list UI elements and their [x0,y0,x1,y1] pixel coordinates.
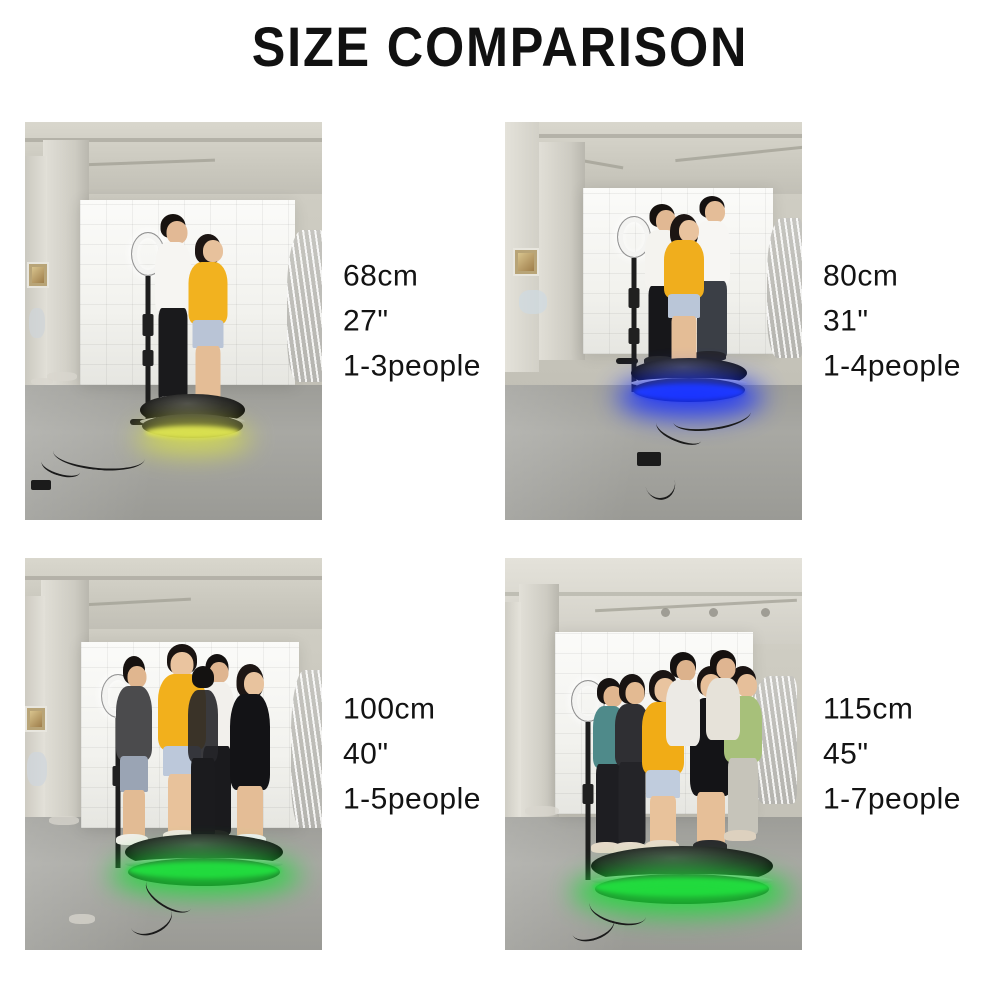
comparison-cell-80cm: 80cm 31" 1-4people [505,122,980,520]
person [663,652,703,772]
size-inch-label: 27" [343,304,389,338]
photo-100cm [25,558,322,950]
led-floor-glow [109,854,301,896]
capacity-label: 1-4people [823,349,961,383]
wall-pillar [519,584,559,836]
caption-80cm: 80cm 31" 1-4people [823,254,983,389]
person [611,674,653,864]
page-title: SIZE COMPARISON [251,15,749,78]
ceiling-beam [25,138,322,142]
ceiling-lamp [761,608,770,617]
person [186,234,230,416]
inflatable-side [767,218,802,358]
person [703,650,743,768]
size-cm-label: 80cm [823,259,899,293]
caption-115cm: 115cm 45" 1-7people [823,687,983,822]
floor-debris [69,914,95,924]
wall-poster [29,308,45,338]
size-inch-label: 45" [823,737,869,771]
ring-light-foot [616,358,638,364]
ceiling-beam [505,592,802,596]
wall-poster [519,290,547,314]
person [228,664,272,852]
floor-debris [31,378,53,385]
ceiling-beam [25,576,322,580]
led-floor-glow [617,376,763,418]
floor-debris [49,816,79,825]
photo-115cm [505,558,802,950]
ceiling-lamp [661,608,670,617]
wall-picture-frame [513,248,539,276]
wall-pillar [537,142,585,360]
capacity-label: 1-7people [823,782,961,816]
person [153,214,193,414]
wall-pillar-secondary [505,122,539,372]
floor-debris [47,372,77,381]
power-adapter [31,480,51,490]
person [183,666,223,846]
ceiling-beam [505,134,802,138]
caption-100cm: 100cm 40" 1-5people [343,687,503,822]
wall-picture-frame [27,262,49,288]
caption-68cm: 68cm 27" 1-3people [343,254,503,389]
comparison-cell-68cm: 68cm 27" 1-3people [25,122,500,520]
size-inch-label: 31" [823,304,869,338]
capacity-label: 1-5people [343,782,481,816]
inflatable-side [287,230,322,382]
ceiling-lamp [709,608,718,617]
photo-80cm [505,122,802,520]
wall-poster [27,752,47,786]
person [661,214,707,374]
wall-pillar-secondary [505,602,521,838]
power-adapter [637,452,661,466]
size-cm-label: 115cm [823,692,914,726]
size-cm-label: 68cm [343,259,419,293]
inflatable-side [291,670,322,828]
size-inch-label: 40" [343,737,389,771]
person [113,656,155,850]
comparison-cell-100cm: 100cm 40" 1-5people [25,558,500,950]
led-floor-glow [571,868,791,916]
person [690,196,734,368]
led-floor-glow [135,422,251,454]
size-cm-label: 100cm [343,692,436,726]
photo-68cm [25,122,322,520]
floor-debris [525,806,559,816]
capacity-label: 1-3people [343,349,481,383]
wall-picture-frame [25,706,47,732]
comparison-cell-115cm: 115cm 45" 1-7people [505,558,980,950]
